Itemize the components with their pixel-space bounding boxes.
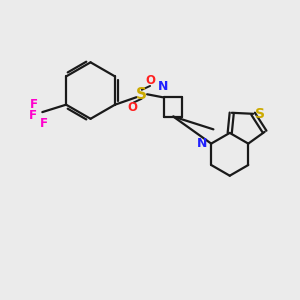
Text: O: O	[128, 101, 138, 114]
Text: S: S	[136, 87, 147, 102]
Text: N: N	[158, 80, 168, 93]
Text: S: S	[255, 107, 265, 121]
Text: F: F	[29, 109, 37, 122]
Text: N: N	[197, 137, 207, 150]
Text: F: F	[40, 117, 48, 130]
Text: F: F	[30, 98, 38, 111]
Text: O: O	[146, 74, 156, 87]
